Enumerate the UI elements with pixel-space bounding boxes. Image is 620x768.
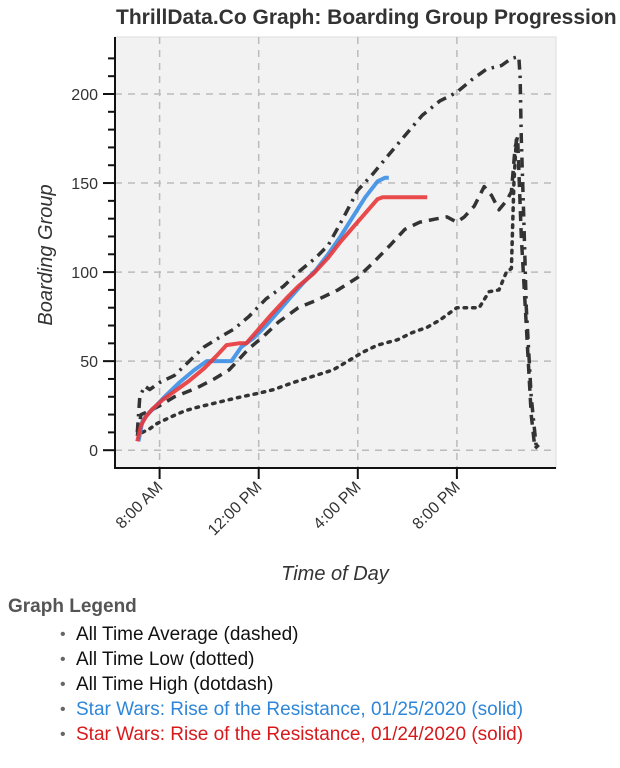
x-axis-title: Time of Day <box>281 563 390 585</box>
x-axis-ticks: 8:00 AM 12:00 PM 4:00 PM 8:00 PM <box>113 468 464 539</box>
y-tick-label: 50 <box>80 354 98 371</box>
series-all-time-average <box>135 134 540 451</box>
series-all-time-low <box>140 136 519 435</box>
boarding-group-chart: ThrillData.Co Graph: Boarding Group Prog… <box>35 6 617 585</box>
series-2020-01-24 <box>135 195 428 442</box>
x-tick-label: 8:00 PM <box>410 479 464 533</box>
y-axis-ticks: 0 50 100 150 200 <box>71 57 115 460</box>
chart-title: ThrillData.Co Graph: Boarding Group Prog… <box>116 6 617 29</box>
y-tick-label: 100 <box>71 265 98 282</box>
series-layer <box>135 54 540 451</box>
legend-title: Graph Legend <box>8 596 137 617</box>
x-tick-label: 8:00 AM <box>113 479 167 533</box>
y-tick-label: 200 <box>71 87 98 104</box>
y-tick-label: 150 <box>71 176 98 193</box>
x-tick-label: 4:00 PM <box>310 479 364 533</box>
y-tick-label: 0 <box>89 443 98 460</box>
legend-item-2020-01-25: Star Wars: Rise of the Resistance, 01/25… <box>60 697 620 722</box>
gridlines <box>115 37 556 468</box>
legend-item-high: All Time High (dotdash) <box>60 672 620 697</box>
legend-list: All Time Average (dashed) All Time Low (… <box>8 622 620 747</box>
series-all-time-high <box>135 54 538 447</box>
legend-item-average: All Time Average (dashed) <box>60 622 620 647</box>
graph-legend: Graph Legend All Time Average (dashed) A… <box>8 596 620 747</box>
plot-background <box>114 36 557 469</box>
legend-item-low: All Time Low (dotted) <box>60 647 620 672</box>
y-axis-title: Boarding Group <box>35 184 57 325</box>
legend-item-2020-01-24: Star Wars: Rise of the Resistance, 01/24… <box>60 722 620 747</box>
x-tick-label: 12:00 PM <box>205 479 265 539</box>
